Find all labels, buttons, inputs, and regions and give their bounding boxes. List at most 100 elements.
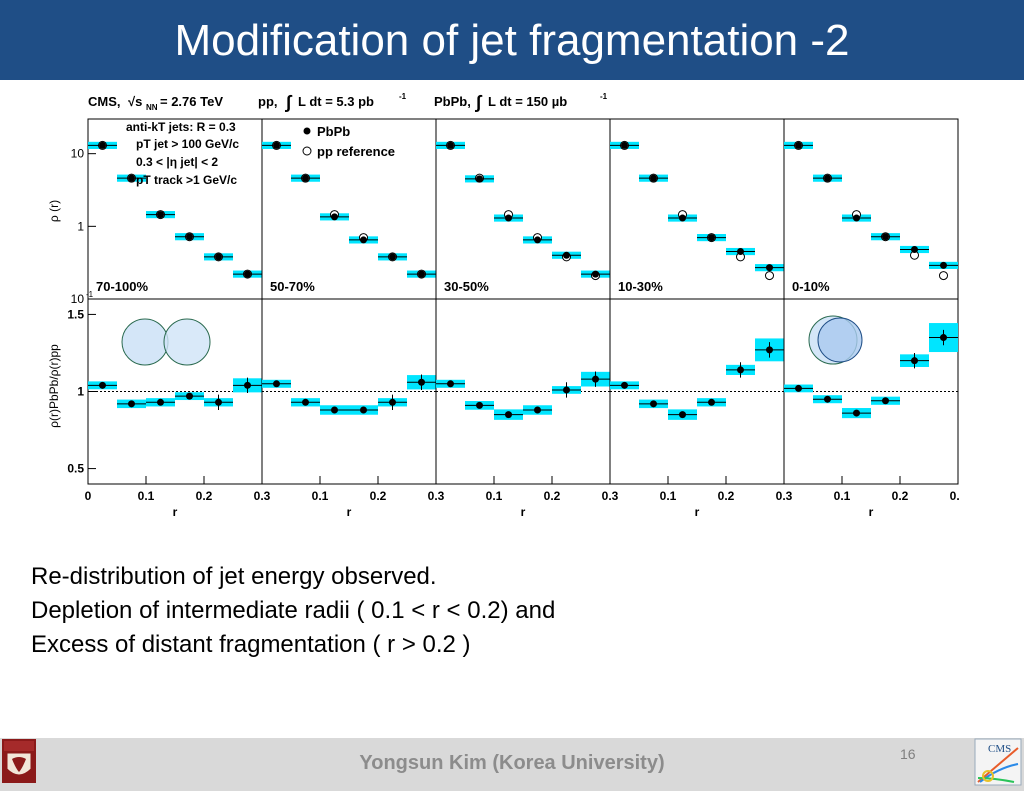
ratio-point-3-1 <box>650 400 657 408</box>
legend-pp-marker <box>302 146 312 156</box>
centrality-label-1: 50-70% <box>270 279 315 294</box>
pbpb-point-0-5 <box>244 270 251 278</box>
ratio-point-0-5 <box>244 381 251 389</box>
xtick-label-0-2: 0.2 <box>196 489 213 503</box>
pp-point-3-5 <box>765 271 774 281</box>
footer: Yongsun Kim (Korea University) 16 CMS <box>0 738 1024 791</box>
pbpb-point-3-5 <box>766 264 773 272</box>
bullet-1: Re-distribution of jet energy observed. <box>31 563 437 590</box>
pp-point-4-5 <box>939 271 948 281</box>
cms-logo-text: CMS <box>988 743 1011 755</box>
ratio-point-3-0 <box>621 381 628 389</box>
xtick-label-3-2: 0.2 <box>718 489 735 503</box>
ratio-point-0-0 <box>99 381 106 389</box>
pbpb-point-0-1 <box>128 174 135 182</box>
ratio-point-3-5 <box>766 346 773 354</box>
ratio-point-2-2 <box>505 411 512 419</box>
header-experiment: CMS, <box>88 94 121 109</box>
top-ytick-label-2: 10 <box>71 292 85 306</box>
ratio-point-2-3 <box>534 406 541 414</box>
ratio-point-0-2 <box>157 398 164 406</box>
ratio-point-1-1 <box>302 398 309 406</box>
ratio-point-4-3 <box>882 397 889 405</box>
bottom-panel-frame-3 <box>609 298 785 485</box>
header-pbpb-exp: -1 <box>600 92 608 101</box>
ratio-point-3-4 <box>737 366 744 374</box>
pbpb-point-4-4 <box>911 245 918 253</box>
xtick-label-3-3: 0.3 <box>776 489 793 503</box>
xtick-label-2-1: 0.1 <box>486 489 503 503</box>
ratio-point-1-0 <box>273 380 280 388</box>
bottom-ytick-label-1: 1 <box>77 385 84 399</box>
ratio-point-1-3 <box>360 406 367 414</box>
pbpb-point-3-2 <box>679 214 686 222</box>
cut-label-3: pT track >1 GeV/c <box>136 173 237 187</box>
xtick-label-4-2: 0.2 <box>892 489 909 503</box>
ratio-point-2-5 <box>592 375 599 383</box>
ratio-point-0-4 <box>215 398 222 406</box>
header-pp-lumi: L dt = 5.3 pb <box>298 94 374 109</box>
xlabel-4: r <box>869 505 874 516</box>
centrality-label-3: 10-30% <box>618 279 663 294</box>
ratio-point-2-0 <box>447 380 454 388</box>
cut-label-0: anti-kT jets: R = 0.3 <box>126 120 236 134</box>
centrality-label-2: 30-50% <box>444 279 489 294</box>
xtick-label-1-2: 0.2 <box>370 489 387 503</box>
page-number: 16 <box>900 746 916 762</box>
pbpb-point-0-4 <box>215 253 222 261</box>
xtick-label-4-3: 0.3 <box>950 489 960 503</box>
xtick-label-4-1: 0.1 <box>834 489 851 503</box>
header-pp: pp, <box>258 94 278 109</box>
ratio-point-4-0 <box>795 384 802 392</box>
pbpb-point-0-3 <box>186 233 193 241</box>
centrality-label-0: 70-100% <box>96 279 148 294</box>
cut-label-1: pT jet > 100 GeV/c <box>136 137 239 151</box>
jet-cone-circle-1b <box>163 318 211 366</box>
cms-figure: CMS, √s NN = 2.76 TeV pp, ∫ L dt = 5.3 p… <box>47 92 960 516</box>
pbpb-point-0-2 <box>157 211 164 219</box>
bullet-list: Re-distribution of jet energy observed. … <box>31 560 555 662</box>
ratio-point-1-5 <box>418 378 425 386</box>
ratio-point-1-4 <box>389 398 396 406</box>
header-nn: NN <box>146 103 158 112</box>
cms-logo: CMS <box>974 738 1022 786</box>
pbpb-point-2-2 <box>505 214 512 222</box>
header-integral-1: ∫ <box>285 92 293 112</box>
pbpb-point-1-5 <box>418 270 425 278</box>
xtick-label-0-1: 0.1 <box>138 489 155 503</box>
legend-pbpb-marker <box>303 127 311 135</box>
header-integral-2: ∫ <box>475 92 483 112</box>
xlabel-2: r <box>521 505 526 516</box>
top-ytick-label-1: 1 <box>77 219 84 233</box>
bottom-ytick-label-2: 1.5 <box>67 307 84 321</box>
pbpb-point-2-3 <box>534 236 541 244</box>
pbpb-point-4-5 <box>940 261 947 269</box>
pbpb-point-3-4 <box>737 248 744 256</box>
ratio-point-4-4 <box>911 357 918 365</box>
ratio-point-3-2 <box>679 411 686 419</box>
pbpb-point-3-1 <box>650 174 657 182</box>
ratio-point-0-1 <box>128 400 135 408</box>
bottom-ytick-label-0: 0.5 <box>67 462 84 476</box>
top-ytick-exponent: -1 <box>86 290 94 299</box>
ratio-point-4-2 <box>853 409 860 417</box>
header-pp-exp: -1 <box>399 92 407 101</box>
top-ytick-label-0: 10 <box>71 147 85 161</box>
legend-pp-label: pp reference <box>317 144 395 159</box>
header-pbpb-lumi: L dt = 150 µb <box>488 94 567 109</box>
ratio-point-2-4 <box>563 386 570 394</box>
xtick-label-0-0: 0 <box>85 489 92 503</box>
pbpb-point-4-2 <box>853 214 860 222</box>
legend-pbpb-label: PbPb <box>317 124 350 139</box>
xlabel-0: r <box>173 505 178 516</box>
pbpb-point-2-5 <box>592 270 599 278</box>
pbpb-point-1-1 <box>302 174 309 182</box>
pbpb-point-2-4 <box>563 251 570 259</box>
pbpb-point-1-3 <box>360 236 367 244</box>
ratio-point-4-1 <box>824 395 831 403</box>
slide-title: Modification of jet fragmentation -2 <box>174 16 850 65</box>
title-bar: Modification of jet fragmentation -2 <box>0 0 1024 80</box>
centrality-label-4: 0-10% <box>792 279 830 294</box>
pbpb-point-1-0 <box>273 141 280 149</box>
xtick-label-2-2: 0.2 <box>544 489 561 503</box>
